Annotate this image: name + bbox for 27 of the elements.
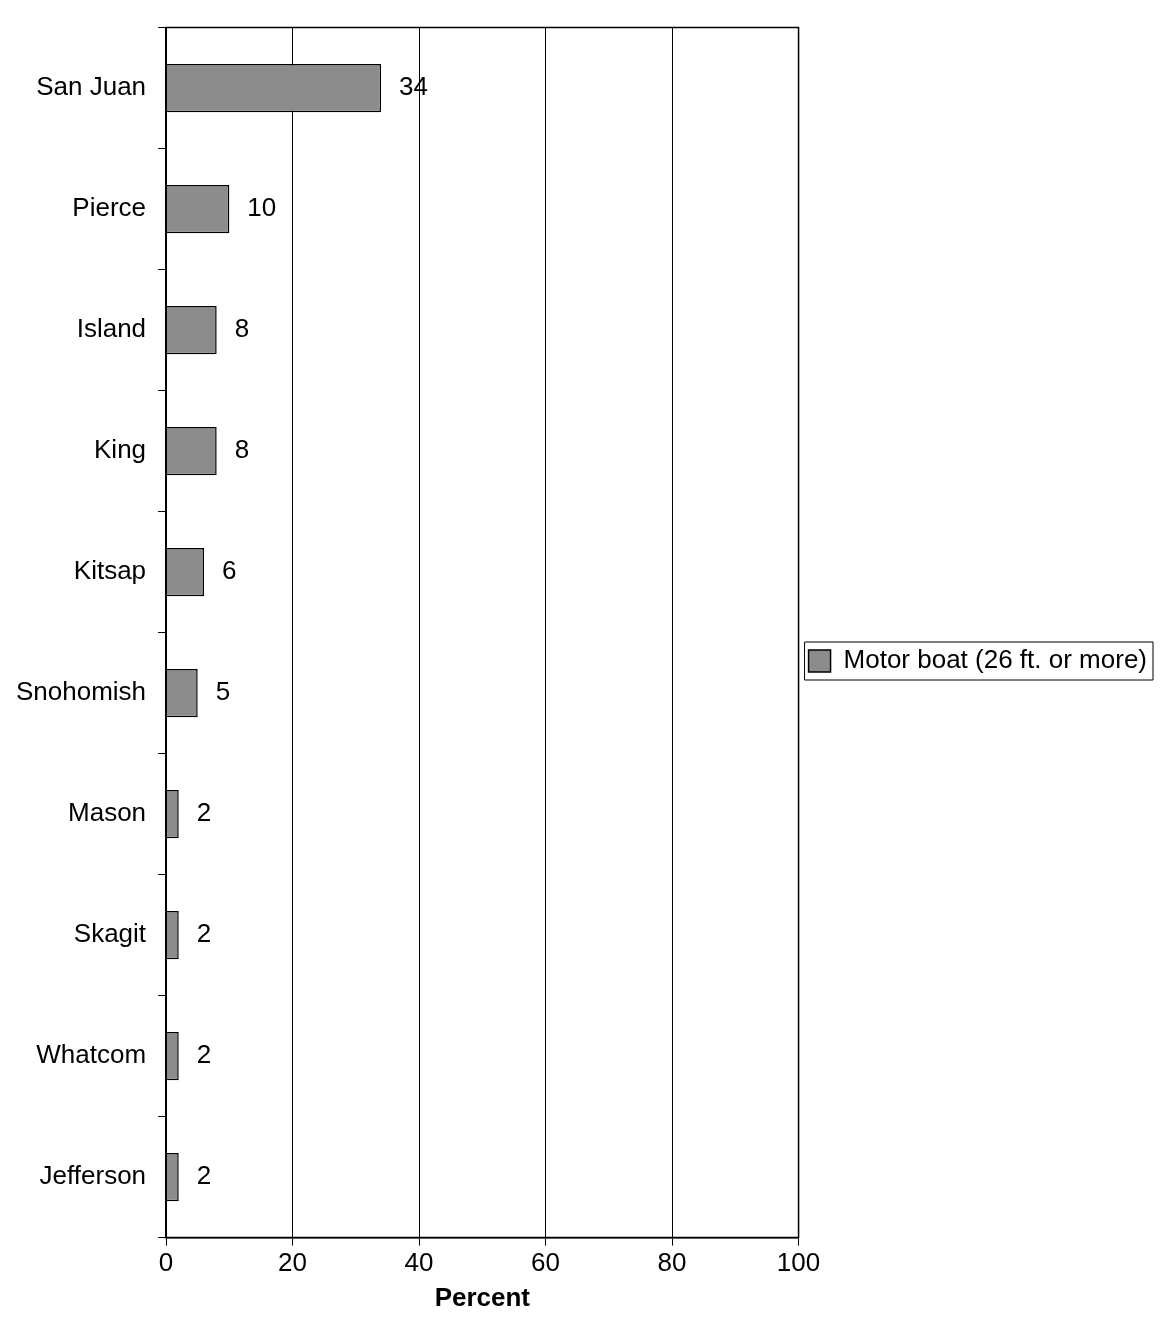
y-tick-label: Skagit: [73, 918, 147, 949]
legend-label: Motor boat (26 ft. or more): [843, 644, 1148, 675]
y-tick-label: Jefferson: [39, 1160, 147, 1191]
data-label: 2: [196, 1160, 212, 1191]
x-tick-label: 40: [404, 1247, 434, 1278]
y-tick-label: Pierce: [72, 192, 147, 223]
data-label: 2: [196, 918, 212, 949]
data-label: 5: [215, 676, 231, 707]
data-label: 2: [196, 1039, 212, 1070]
y-tick-label: Whatcom: [36, 1039, 147, 1070]
y-tick-label: Kitsap: [73, 555, 147, 586]
y-tick-label: Mason: [68, 797, 147, 828]
data-label: 2: [196, 797, 212, 828]
data-label: 10: [247, 192, 277, 223]
x-tick-label: 20: [278, 1247, 308, 1278]
data-label: 8: [234, 434, 250, 465]
y-tick-label: Island: [76, 313, 147, 344]
data-label: 8: [234, 313, 250, 344]
x-axis-title: Percent: [434, 1281, 531, 1312]
y-tick-label: King: [94, 434, 147, 465]
y-tick-label: San Juan: [36, 71, 147, 102]
x-tick-label: 100: [776, 1247, 821, 1278]
y-tick-label: Snohomish: [16, 676, 147, 707]
data-label: 6: [222, 555, 237, 586]
x-tick-label: 80: [657, 1247, 687, 1278]
x-tick-label: 0: [158, 1247, 174, 1278]
x-tick-label: 60: [531, 1247, 561, 1278]
